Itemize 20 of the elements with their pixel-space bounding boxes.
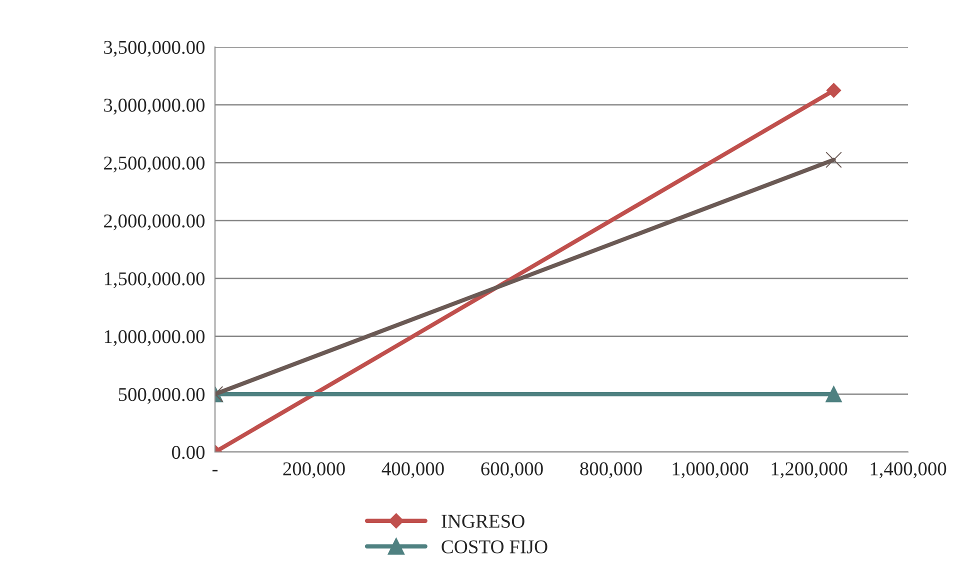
y-tick-label: 2,000,000.00 bbox=[104, 214, 205, 230]
x-tick-label: - bbox=[212, 470, 218, 472]
x-tick-label: 1,200,000 bbox=[772, 462, 848, 478]
legend-label: COSTO FIJO bbox=[442, 540, 548, 554]
y-tick-label: 500,000.00 bbox=[118, 388, 205, 404]
x-tick-label: 400,000 bbox=[382, 462, 444, 478]
x-tick-label: 1,400,000 bbox=[870, 462, 946, 478]
point bbox=[826, 83, 842, 98]
point bbox=[826, 152, 842, 168]
y-tick-label: 2,500,000.00 bbox=[104, 156, 205, 172]
x-tick-label: 1,000,000 bbox=[672, 462, 748, 478]
x-tick-label: 200,000 bbox=[283, 462, 345, 478]
y-tick-label: 3,000,000.00 bbox=[104, 98, 205, 115]
legend-label: INGRESO bbox=[442, 514, 524, 528]
x-tick-label: 600,000 bbox=[481, 462, 543, 478]
y-tick-label: 3,500,000.00 bbox=[104, 40, 205, 57]
y-tick-label: 1,000,000.00 bbox=[104, 330, 205, 346]
y-tick-label: 1,500,000.00 bbox=[104, 272, 205, 288]
x-tick-label: 800,000 bbox=[580, 462, 642, 478]
y-tick-label: 0.00 bbox=[172, 446, 205, 460]
